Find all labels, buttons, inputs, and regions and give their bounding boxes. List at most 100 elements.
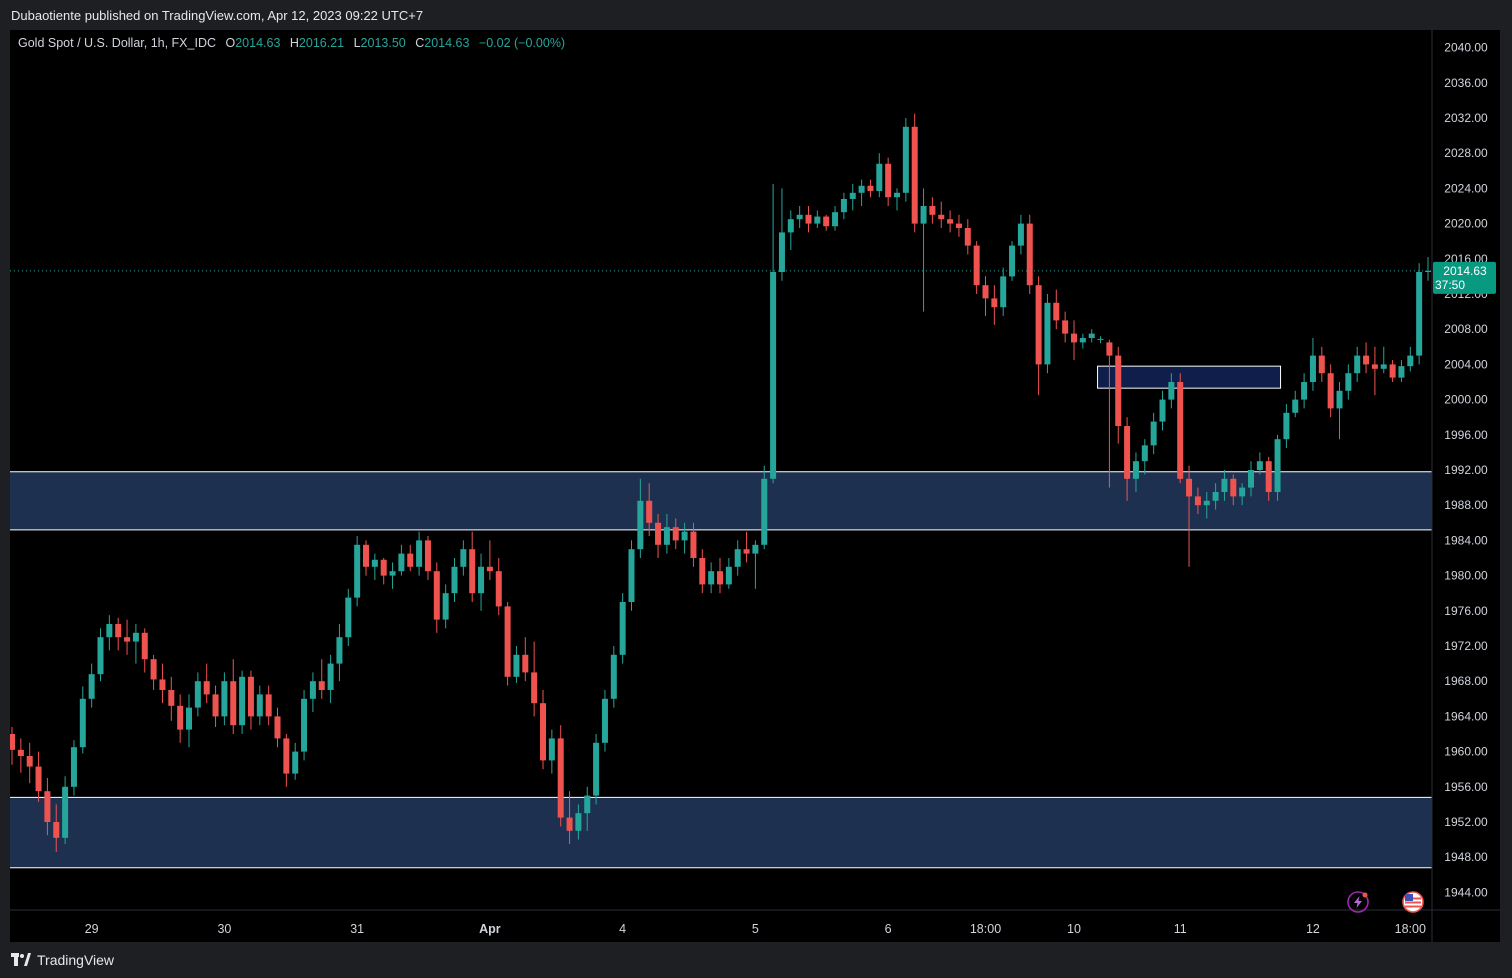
candle [26,742,33,784]
candle-body [681,531,688,541]
candle-body [1416,272,1423,356]
candle-body [540,703,546,761]
candle-body [79,698,86,748]
candle-body [876,163,883,192]
candle-body [1009,245,1016,277]
support-zone-2[interactable] [10,797,1432,868]
candle-body [725,566,732,585]
candle-body [150,659,157,680]
candle [1009,241,1016,281]
candle [1239,483,1246,506]
candle-body [398,553,405,572]
y-tick-label: 1988.00 [1444,498,1488,512]
candle [743,531,750,563]
y-tick-label: 1944.00 [1444,885,1488,899]
candle [150,654,157,690]
candle [380,558,387,585]
candle [690,522,697,567]
y-tick-label: 2036.00 [1444,76,1488,90]
candle-body [814,216,821,224]
candle-body [301,698,308,752]
price-axis[interactable]: 2040.00 2036.00 2032.00 2028.00 2024.00 2020.… [1444,41,1488,900]
candle [1106,339,1113,488]
candle [159,663,166,704]
x-tick-label: 18:00 [970,922,1001,936]
candle [938,201,945,228]
candle [1354,346,1361,382]
tradingview-logo[interactable]: TradingView [11,952,114,968]
candle-body [132,632,139,642]
candle-body [26,756,33,767]
candle-body [212,694,219,717]
legend-open-value: 2014.63 [235,36,280,50]
candle [115,617,122,651]
candle [681,522,688,554]
candle-body [371,559,378,567]
candle-body [1407,355,1414,367]
candle [407,544,414,572]
x-tick-label: 6 [885,922,892,936]
legend-high-label: H [290,36,299,50]
lightning-icon[interactable] [1347,891,1369,913]
candle-body [575,813,582,831]
candle [318,659,325,699]
x-tick-label: 12 [1306,922,1320,936]
candle-body [1186,478,1193,497]
candle [371,553,378,580]
candle-body [867,185,874,192]
y-tick-label: 1984.00 [1444,533,1488,547]
candle-body [451,566,458,594]
candle-body [761,478,768,545]
candle-body [778,232,785,272]
candle [239,670,246,734]
candle-body [1150,421,1157,446]
legend-line: Gold Spot / U.S. Dollar, 1h, FX_IDC O201… [18,36,565,50]
candle-body [1071,333,1077,343]
candle-body [309,681,316,699]
support-zone-1[interactable] [10,471,1432,530]
y-tick-label: 1992.00 [1444,463,1488,477]
top-bar: Dubaotiente published on TradingView.com… [0,0,1512,30]
candle [10,726,15,765]
x-tick-label: 18:00 [1395,922,1426,936]
candle [416,531,423,576]
legend-close-value: 2014.63 [424,36,469,50]
candle-body [1318,355,1325,374]
candle [1186,465,1193,567]
y-tick-label: 1952.00 [1444,815,1488,829]
time-axis[interactable]: 29 30 31 Apr 4 5 6 18:00 10 11 12 18:00 [85,922,1426,936]
price-tag-price: 2014.63 [1443,264,1487,278]
candle [1079,333,1086,349]
candle [88,663,95,708]
us-flag-icon[interactable] [1402,891,1424,913]
candle [1318,346,1325,382]
candle [1274,434,1281,501]
candle [840,192,847,220]
candle-body [947,219,954,224]
candle-body [186,707,192,730]
candle [1380,346,1387,374]
candle-body [991,298,998,308]
candle-body [380,559,387,576]
candle [363,540,369,576]
candle-body [247,676,254,717]
candle-body [531,672,538,704]
y-tick-label: 2028.00 [1444,146,1488,160]
candle [168,676,175,721]
candle-body [1221,478,1228,492]
candle [1159,390,1166,431]
candle [1053,289,1060,330]
candle-body [265,694,272,717]
candle [17,738,24,773]
candlestick-chart[interactable]: 2040.00 2036.00 2032.00 2028.00 2024.00 2020.… [10,30,1500,942]
candle-body [752,544,759,554]
candle [221,672,228,726]
candle [770,184,777,484]
candle-body [1044,302,1051,365]
candle [451,558,458,602]
candle [1044,294,1051,374]
candle [177,694,184,743]
candle [947,210,954,233]
resistance-box[interactable] [1097,365,1282,389]
x-tick-label: 31 [350,922,364,936]
